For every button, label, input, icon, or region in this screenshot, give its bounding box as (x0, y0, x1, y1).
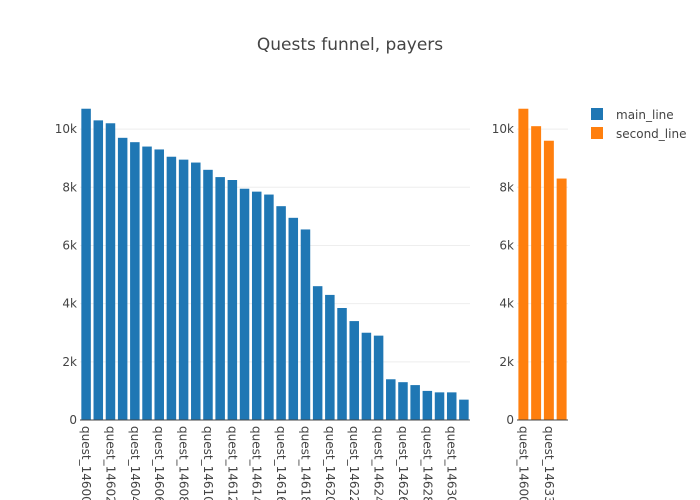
bar-main-line-quest-14616 (276, 206, 286, 420)
bar-main-line-quest-14623 (361, 332, 372, 420)
bar-main-line-quest-14619 (312, 286, 323, 420)
legend-item-main-line[interactable]: main_line (591, 108, 674, 122)
legend[interactable]: main_line second_line (591, 108, 686, 141)
bar-main-line-quest-14631 (459, 399, 469, 420)
legend-item-second-line[interactable]: second_line (591, 127, 686, 141)
bar-main-line-quest-14600 (81, 108, 91, 420)
y-tick-label: 6k (62, 238, 77, 252)
bar-main-line-quest-14610 (203, 169, 213, 420)
x-tick-label: quest_14616 (274, 426, 288, 500)
bar-second-line-quest-14633 (543, 140, 554, 421)
bar-main-line-quest-14606 (154, 149, 164, 420)
bar-main-line-quest-14621 (337, 308, 347, 420)
chart-title: Quests funnel, payers (257, 35, 443, 55)
y-tick-label: 4k (62, 297, 77, 311)
bar-main-line-quest-14624 (373, 335, 384, 420)
x-tick-label: quest_14614 (250, 426, 264, 500)
y-tick-label: 8k (499, 180, 514, 194)
y-tick-label: 0 (506, 413, 514, 427)
y-tick-label: 2k (62, 355, 77, 369)
bar-main-line-quest-14628 (422, 390, 433, 420)
bar-main-line-quest-14625 (386, 379, 396, 420)
x-tick-label: quest_14622 (347, 426, 361, 500)
x-tick-label: quest_14630 (445, 426, 459, 500)
bar-second-line-quest-14600 (518, 108, 529, 420)
bar-main-line-quest-14608 (178, 159, 189, 420)
bar-main-line-quest-14603 (117, 137, 128, 420)
bar-main-line-quest-14626 (398, 382, 408, 420)
y-tick-label: 2k (499, 355, 514, 369)
x-tick-label: quest_14633 (542, 426, 556, 500)
legend-label-second-line: second_line (616, 127, 686, 141)
x-tick-label: quest_14628 (420, 426, 434, 500)
x-tick-label: quest_14620 (323, 426, 337, 500)
main-line-panel: 0 2k 4k 6k 8k 10k quest_14600 quest_14602 quest_… (55, 108, 470, 500)
bar-main-line-quest-14609 (191, 162, 201, 421)
x-tick-label: quest_14612 (225, 426, 239, 500)
x-tick-label: quest_14624 (372, 426, 386, 500)
x-tick-label: quest_14600 (79, 426, 93, 500)
bar-main-line-quest-14601 (93, 120, 104, 421)
legend-swatch-main-line (591, 108, 603, 120)
bar-main-line-quest-14617 (288, 217, 299, 420)
second-line-panel: 0 2k 4k 6k 8k 10k quest_14600 quest_14633 (492, 108, 568, 500)
y-tick-label: 8k (62, 180, 77, 194)
bar-main-line-quest-14604 (130, 142, 140, 420)
legend-swatch-second-line (591, 127, 603, 139)
bar-main-line-quest-14615 (264, 194, 274, 420)
x-tick-label: quest_14600 (516, 426, 530, 500)
bar-main-line-quest-14611 (215, 177, 225, 420)
legend-label-main-line: main_line (616, 108, 674, 122)
bar-main-line-quest-14618 (300, 229, 311, 420)
bar-second-line-quest-14631 (531, 126, 542, 421)
bar-main-line-quest-14622 (349, 321, 359, 420)
y-tick-label: 0 (69, 413, 77, 427)
bar-main-line-quest-14607 (166, 156, 177, 421)
x-tick-label: quest_14618 (298, 426, 312, 500)
bar-main-line-quest-14627 (410, 385, 420, 420)
bar-main-line-quest-14620 (325, 294, 335, 420)
bar-main-line-quest-14630 (446, 392, 457, 420)
bar-second-line-quest-14634 (556, 178, 567, 420)
y-tick-label: 10k (55, 122, 77, 136)
bar-main-line-quest-14602 (105, 123, 116, 421)
bar-main-line-quest-14605 (142, 146, 152, 421)
x-tick-label: quest_14606 (152, 426, 166, 500)
x-tick-label: quest_14608 (177, 426, 191, 500)
x-tick-label: quest_14626 (396, 426, 410, 500)
bar-main-line-quest-14613 (239, 188, 250, 420)
x-tick-label: quest_14602 (103, 426, 117, 500)
bar-main-line-quest-14612 (227, 180, 238, 420)
bar-main-line-quest-14614 (251, 191, 262, 420)
x-tick-label: quest_14610 (201, 426, 215, 500)
bar-main-line-quest-14629 (434, 392, 445, 420)
y-tick-label: 4k (499, 297, 514, 311)
x-tick-label: quest_14604 (128, 426, 142, 500)
y-tick-label: 6k (499, 238, 514, 252)
y-tick-label: 10k (492, 122, 514, 136)
